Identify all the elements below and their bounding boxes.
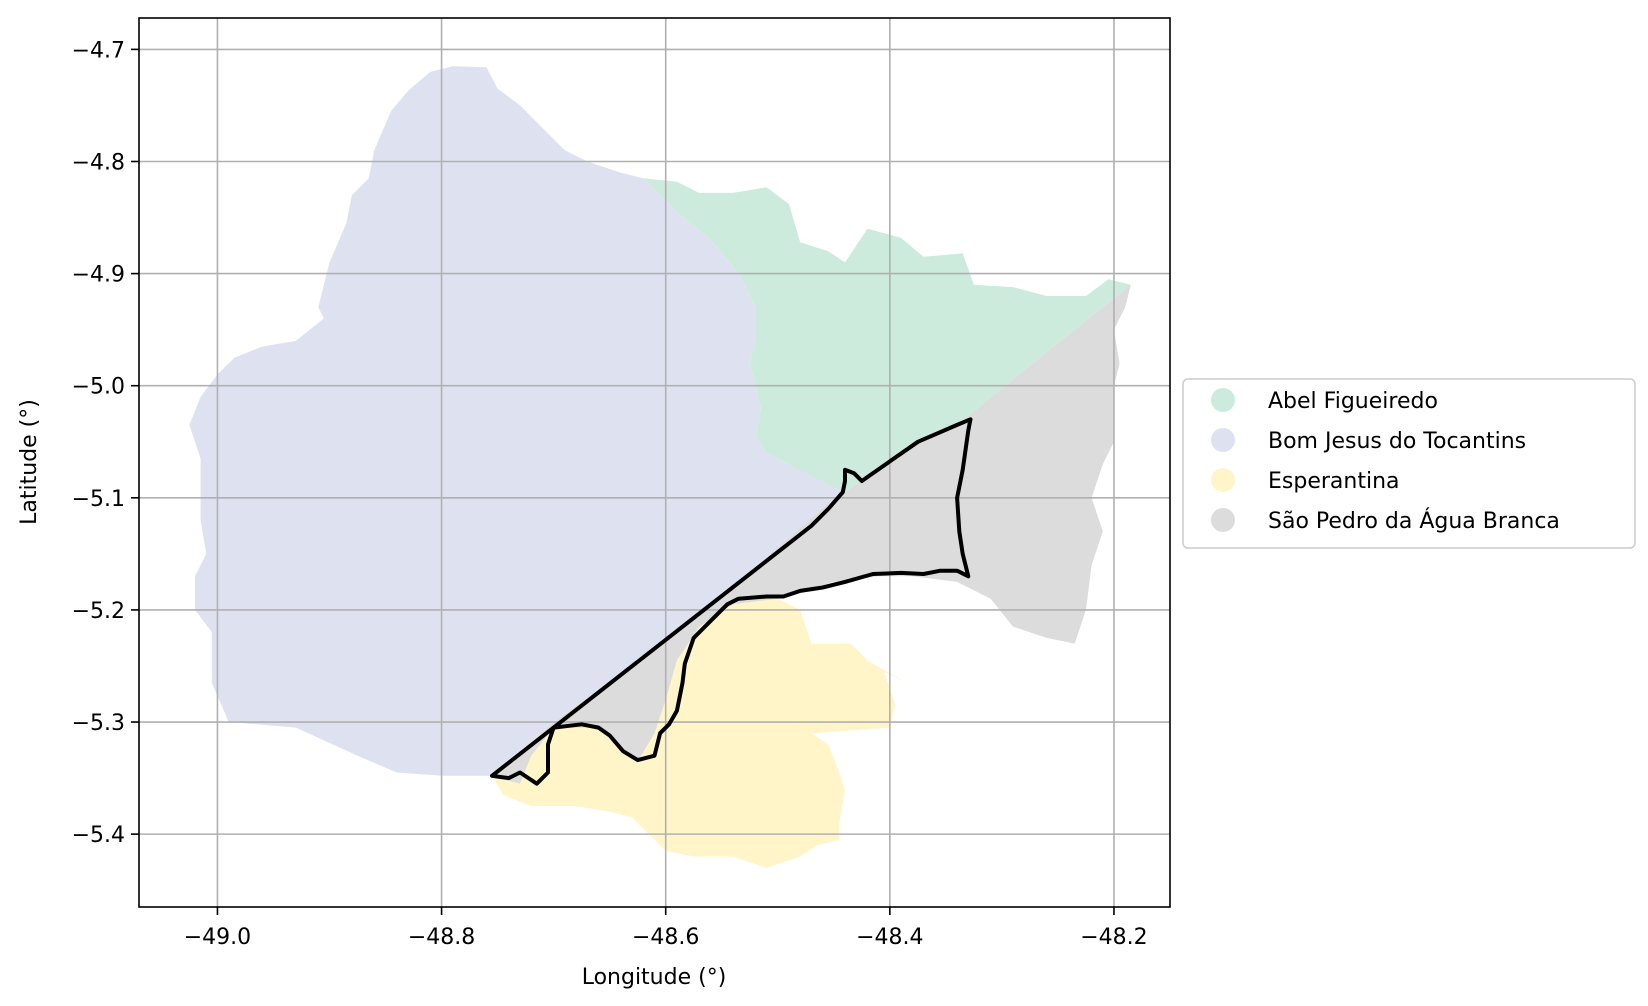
x-tick-label: −48.6 [632,925,699,950]
y-ticks: −4.7 −4.8 −4.9 −5.0 −5.1 −5.2 −5.3 −5.4 [72,38,139,848]
legend-box [1182,378,1636,549]
y-tick-label: −5.0 [72,375,125,400]
legend-marker-sao-pedro-da-agua-branca [1211,508,1235,532]
x-axis-title: Longitude (°) [582,965,727,990]
y-tick-label: −4.9 [72,263,125,288]
legend-items: Abel Figueiredo Bom Jesus do Tocantins Esp… [1211,388,1560,534]
legend-marker-abel-figueiredo [1211,388,1235,412]
y-tick-label: −5.1 [72,487,125,512]
grid-layer [139,18,1170,907]
legend-marker-esperantina [1211,468,1235,492]
y-tick-label: −5.3 [72,711,125,736]
y-tick-label: −4.7 [72,38,125,63]
legend-marker-bom-jesus-do-tocantins [1211,428,1235,452]
x-tick-label: −48.4 [856,925,923,950]
legend: Abel Figueiredo Bom Jesus do Tocantins Esp… [1182,378,1636,549]
legend-label-esperantina: Esperantina [1268,469,1400,494]
region-abel-figueiredo [643,178,1131,504]
y-tick-label: −5.4 [72,823,125,848]
region-sao-pedro-da-agua-branca [492,284,1131,784]
y-axis-title: Latitude (°) [17,399,42,525]
x-tick-label: −48.8 [408,925,475,950]
legend-label-bom-jesus-do-tocantins: Bom Jesus do Tocantins [1268,429,1526,454]
highlighted-boundary [490,417,973,786]
x-ticks: −49.0 −48.8 −48.6 −48.4 −48.2 [184,907,1148,950]
axes-frame [138,17,1171,908]
y-tick-label: −5.2 [72,599,125,624]
x-tick-label: −49.0 [184,925,251,950]
highlight-layer [490,417,973,786]
legend-label-sao-pedro-da-agua-branca: São Pedro da Água Branca [1268,508,1560,534]
y-tick-label: −4.8 [72,150,125,175]
legend-label-abel-figueiredo: Abel Figueiredo [1268,389,1438,414]
region-bom-jesus-do-tocantins [189,66,845,776]
x-tick-label: −48.2 [1080,925,1147,950]
regions-layer [189,66,1131,868]
